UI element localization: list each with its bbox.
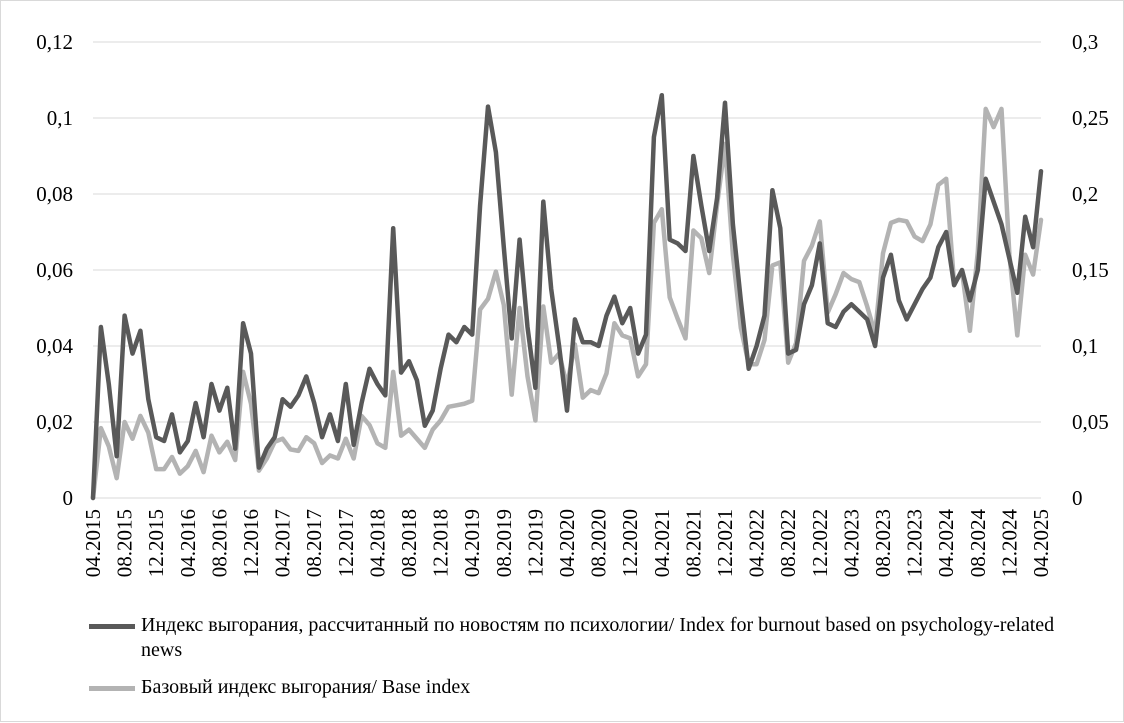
x-tick-label: 04.2015: [81, 509, 105, 577]
x-tick-label: 12.2024: [997, 509, 1021, 578]
x-tick-label: 04.2023: [839, 509, 863, 577]
x-tick-label: 08.2020: [587, 509, 611, 577]
x-tick-label: 04.2022: [745, 509, 769, 577]
legend: Индекс выгорания, рассчитанный по новост…: [89, 613, 1099, 712]
y-left-tick-label: 0,02: [36, 410, 73, 434]
x-tick-label: 04.2016: [176, 509, 200, 577]
y-right-tick-label: 0,25: [1072, 106, 1109, 130]
x-tick-label: 12.2019: [523, 509, 547, 577]
x-tick-label: 12.2022: [808, 509, 832, 577]
y-left-tick-label: 0,04: [36, 334, 73, 358]
y-right-tick-label: 0: [1072, 486, 1083, 510]
legend-swatch-light: [89, 686, 135, 691]
x-tick-label: 08.2021: [681, 509, 705, 577]
y-right-tick-label: 0,2: [1072, 182, 1098, 206]
x-tick-label: 04.2025: [1029, 509, 1053, 577]
y-left-tick-label: 0: [63, 486, 74, 510]
x-tick-label: 08.2024: [966, 509, 990, 578]
x-tick-label: 12.2023: [903, 509, 927, 577]
legend-label-series-1: Индекс выгорания, рассчитанный по новост…: [141, 614, 1055, 661]
y-right-tick-label: 0,1: [1072, 334, 1098, 358]
x-tick-label: 08.2018: [397, 509, 421, 577]
x-tick-label: 08.2023: [871, 509, 895, 577]
x-tick-label: 08.2016: [207, 509, 231, 577]
y-right-tick-label: 0,3: [1072, 30, 1098, 54]
legend-item-base-index: Базовый индекс выгорания/ Base index: [89, 675, 1099, 700]
x-tick-label: 04.2017: [271, 509, 295, 577]
y-left-tick-label: 0,1: [47, 106, 73, 130]
x-tick-label: 08.2015: [113, 509, 137, 577]
y-left-tick-label: 0,06: [36, 258, 73, 282]
y-left-tick-label: 0,12: [36, 30, 73, 54]
x-tick-label: 12.2018: [429, 509, 453, 577]
x-tick-label: 08.2019: [492, 509, 516, 577]
x-tick-label: 12.2017: [334, 509, 358, 577]
legend-label-series-2: Базовый индекс выгорания/ Base index: [141, 676, 471, 698]
y-right-tick-label: 0,15: [1072, 258, 1109, 282]
x-tick-label: 12.2015: [144, 509, 168, 577]
x-tick-label: 04.2024: [934, 509, 958, 578]
series-line-psychology-news-index: [90, 92, 1044, 501]
x-tick-label: 04.2018: [365, 509, 389, 577]
x-tick-label: 08.2022: [776, 509, 800, 577]
y-right-tick-label: 0,05: [1072, 410, 1109, 434]
x-tick-label: 04.2019: [460, 509, 484, 577]
y-left-tick-label: 0,08: [36, 182, 73, 206]
x-tick-label: 08.2017: [302, 509, 326, 577]
x-tick-label: 04.2021: [650, 509, 674, 577]
x-tick-label: 04.2020: [555, 509, 579, 577]
x-tick-label: 12.2016: [239, 509, 263, 577]
legend-swatch-dark: [89, 624, 135, 629]
legend-item-psychology-news-index: Индекс выгорания, рассчитанный по новост…: [89, 613, 1099, 663]
x-tick-label: 12.2021: [713, 509, 737, 577]
x-tick-label: 12.2020: [618, 509, 642, 577]
